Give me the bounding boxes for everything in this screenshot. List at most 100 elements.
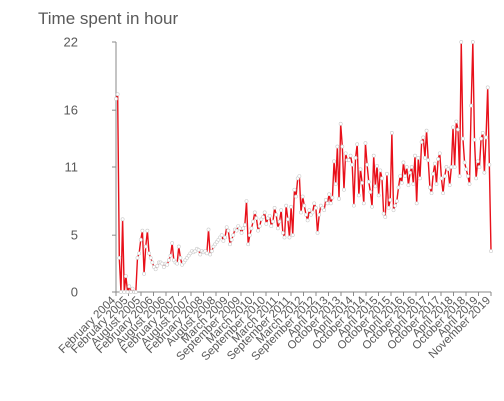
data-point [198, 252, 203, 257]
data-point [409, 165, 414, 169]
data-point [170, 241, 175, 246]
data-point [280, 231, 285, 235]
data-point [431, 171, 436, 176]
data-point [393, 203, 398, 208]
data-point [275, 226, 280, 231]
data-point [226, 228, 231, 233]
data-point [338, 121, 343, 126]
data-point [247, 233, 252, 238]
data-point [366, 179, 371, 184]
data-point [408, 170, 412, 175]
data-point [337, 196, 341, 201]
data-point [114, 96, 118, 101]
data-point [454, 119, 459, 124]
data-point [127, 284, 132, 289]
data-point [145, 228, 150, 233]
data-point [302, 203, 307, 208]
data-point [251, 219, 256, 224]
data-point [204, 251, 209, 256]
data-point [447, 183, 452, 188]
data-point [378, 168, 383, 173]
data-point [437, 151, 442, 156]
y-tick-label: 22 [64, 35, 78, 50]
data-point [327, 192, 332, 197]
data-point [356, 193, 361, 198]
data-point [120, 217, 125, 222]
data-point [457, 174, 462, 178]
data-point [313, 206, 318, 210]
data-point [347, 158, 351, 163]
data-point [206, 227, 211, 232]
data-point [317, 212, 322, 217]
data-point [429, 191, 434, 196]
data-point [297, 174, 302, 178]
data-point [228, 242, 232, 247]
data-point [221, 238, 226, 243]
data-point [264, 221, 269, 226]
data-point [148, 256, 153, 260]
data-point [371, 153, 376, 158]
data-point [261, 215, 265, 219]
data-point [282, 235, 287, 240]
y-tick-label: 5 [71, 228, 78, 243]
data-point [237, 226, 242, 231]
data-point [442, 174, 447, 178]
data-point [423, 156, 427, 160]
data-point [176, 244, 181, 249]
data-point [325, 201, 330, 206]
data-point [343, 151, 348, 156]
data-point [137, 251, 142, 256]
data-point [472, 137, 477, 142]
data-point [299, 210, 303, 215]
data-point [330, 195, 335, 200]
data-point [175, 261, 180, 266]
data-point [489, 249, 493, 253]
data-point [424, 128, 429, 133]
data-point [257, 224, 262, 228]
data-point [219, 233, 224, 238]
data-point [419, 140, 424, 144]
data-point [269, 224, 274, 228]
data-point [351, 203, 356, 208]
data-point [178, 256, 183, 260]
data-point [125, 290, 130, 294]
data-point [368, 190, 373, 194]
data-point [332, 159, 336, 164]
data-point [361, 201, 366, 206]
data-point [333, 182, 338, 186]
data-point [285, 217, 290, 222]
data-point [307, 208, 312, 213]
data-point [418, 176, 422, 181]
data-point [231, 233, 236, 238]
data-point [310, 210, 315, 215]
data-point [358, 167, 363, 172]
data-point [274, 212, 279, 217]
data-point [399, 181, 404, 185]
data-point [389, 131, 394, 135]
data-point [160, 261, 165, 266]
data-point [350, 162, 355, 167]
data-point [370, 204, 374, 209]
data-point [246, 242, 251, 247]
data-point [168, 253, 173, 258]
data-point [122, 290, 127, 294]
data-point [394, 199, 399, 203]
data-point [388, 198, 393, 202]
data-point [312, 201, 317, 206]
data-point [241, 226, 246, 231]
data-point [363, 141, 368, 146]
data-point [381, 211, 386, 216]
data-point [383, 215, 388, 219]
data-point [439, 176, 444, 181]
data-point [335, 144, 340, 149]
data-point [279, 208, 284, 213]
data-point [373, 184, 378, 189]
data-point [342, 187, 346, 192]
data-point [153, 267, 158, 272]
data-point [128, 290, 133, 294]
data-point [403, 174, 408, 178]
data-point [147, 251, 151, 256]
plot-area [114, 40, 493, 294]
data-point [465, 174, 470, 178]
